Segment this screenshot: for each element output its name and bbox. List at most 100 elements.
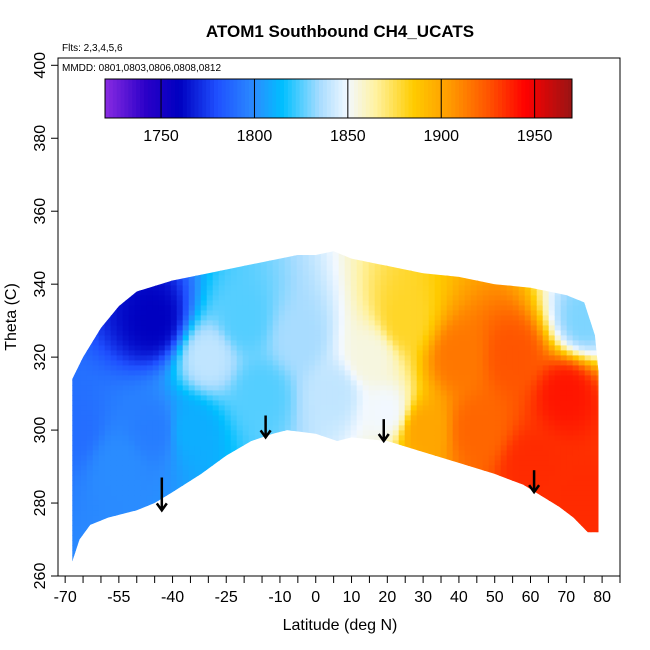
- heatmap-cell: [87, 240, 94, 246]
- heatmap-cell: [80, 420, 88, 426]
- heatmap-cell: [410, 340, 418, 346]
- heatmap-cell: [75, 565, 82, 571]
- heatmap-cell: [159, 245, 166, 251]
- heatmap-cell: [446, 475, 454, 481]
- heatmap-cell: [182, 470, 190, 476]
- heatmap-cell: [506, 515, 514, 521]
- heatmap-cell: [140, 251, 148, 256]
- heatmap-cell: [302, 485, 310, 491]
- heatmap-cell: [230, 305, 238, 311]
- heatmap-cell: [104, 345, 112, 351]
- heatmap-cell: [284, 495, 292, 501]
- heatmap-cell: [146, 445, 154, 451]
- heatmap-cell: [152, 335, 160, 341]
- heatmap-cell: [236, 530, 244, 536]
- heatmap-cell: [398, 460, 406, 466]
- heatmap-cell: [176, 450, 184, 456]
- heatmap-cell: [422, 510, 430, 516]
- heatmap-cell: [320, 420, 328, 426]
- heatmap-cell: [218, 450, 226, 456]
- heatmap-cell: [134, 555, 142, 561]
- heatmap-cell: [416, 465, 424, 471]
- heatmap-cell: [338, 420, 346, 426]
- heatmap-cell: [380, 380, 388, 386]
- heatmap-cell: [212, 475, 220, 481]
- heatmap-cell: [344, 255, 352, 261]
- heatmap-cell: [398, 400, 406, 406]
- heatmap-cell: [164, 355, 172, 361]
- heatmap-cell: [98, 360, 106, 366]
- heatmap-cell: [326, 515, 334, 521]
- heatmap-cell: [116, 515, 124, 521]
- heatmap-cell: [512, 560, 520, 562]
- heatmap-cell: [428, 340, 436, 346]
- heatmap-cell: [98, 530, 106, 536]
- heatmap-cell: [380, 560, 388, 562]
- heatmap-cell: [380, 325, 388, 331]
- heatmap-cell: [470, 345, 478, 351]
- heatmap-cell: [482, 325, 490, 331]
- heatmap-cell: [182, 395, 190, 401]
- heatmap-cell: [92, 395, 100, 401]
- heatmap-cell: [362, 390, 370, 396]
- heatmap-cell: [446, 335, 454, 341]
- heatmap-cell: [368, 540, 376, 546]
- heatmap-cell: [194, 515, 202, 521]
- heatmap-cell: [362, 315, 370, 321]
- heatmap-cell: [164, 270, 172, 276]
- heatmap-cell: [362, 425, 370, 431]
- heatmap-cell: [74, 330, 82, 336]
- heatmap-cell: [86, 540, 94, 546]
- heatmap-cell: [434, 365, 442, 371]
- heatmap-cell: [272, 260, 280, 266]
- heatmap-cell: [458, 325, 466, 331]
- heatmap-cell: [194, 385, 202, 391]
- heatmap-cell: [344, 300, 352, 306]
- heatmap-cell: [410, 430, 418, 436]
- heatmap-cell: [512, 415, 520, 421]
- heatmap-cell: [476, 470, 484, 476]
- heatmap-cell: [206, 325, 214, 331]
- heatmap-cell: [500, 525, 508, 531]
- heatmap-cell: [428, 460, 436, 466]
- heatmap-cell: [158, 395, 166, 401]
- heatmap-cell: [362, 310, 370, 316]
- heatmap-cell: [80, 260, 88, 266]
- heatmap-cell: [170, 445, 178, 451]
- heatmap-cell: [296, 415, 304, 421]
- heatmap-cell: [482, 290, 490, 296]
- heatmap-cell: [110, 465, 118, 471]
- heatmap-cell: [170, 395, 178, 401]
- heatmap-cell: [398, 390, 406, 396]
- heatmap-cell: [494, 520, 502, 526]
- heatmap-cell: [72, 455, 76, 461]
- heatmap-cell: [72, 400, 76, 406]
- heatmap-cell: [248, 460, 256, 466]
- heatmap-cell: [242, 515, 250, 521]
- heatmap-cell: [182, 400, 190, 406]
- heatmap-cell: [368, 285, 376, 291]
- heatmap-cell: [314, 270, 322, 276]
- heatmap-cell: [369, 240, 376, 246]
- heatmap-cell: [72, 325, 76, 331]
- heatmap-cell: [110, 355, 118, 361]
- heatmap-cell: [182, 460, 190, 466]
- heatmap-cell: [284, 260, 292, 266]
- heatmap-cell: [104, 505, 112, 511]
- heatmap-cell: [356, 495, 364, 501]
- heatmap-cell: [212, 365, 220, 371]
- heatmap-cell: [171, 240, 178, 246]
- heatmap-cell: [296, 255, 304, 261]
- heatmap-cell: [176, 455, 184, 461]
- heatmap-cell: [86, 370, 94, 376]
- heatmap-cell: [230, 475, 238, 481]
- heatmap-cell: [74, 365, 82, 371]
- heatmap-cell: [368, 310, 376, 316]
- heatmap-cell: [446, 265, 454, 271]
- heatmap-cell: [314, 280, 322, 286]
- heatmap-cell: [146, 440, 154, 446]
- heatmap-cell: [260, 390, 268, 396]
- heatmap-cell: [266, 325, 274, 331]
- heatmap-cell: [98, 395, 106, 401]
- heatmap-cell: [230, 360, 238, 366]
